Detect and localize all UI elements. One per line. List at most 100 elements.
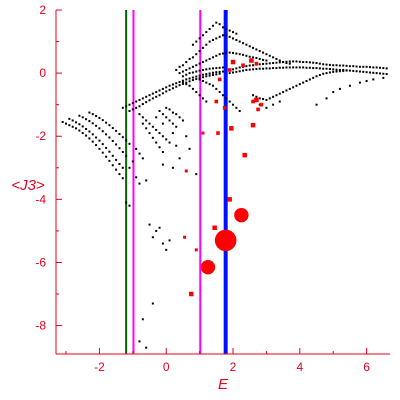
black-point: [191, 71, 194, 74]
black-point: [65, 122, 68, 125]
black-point: [155, 116, 158, 119]
black-point: [208, 74, 211, 77]
black-point: [322, 63, 325, 66]
black-point: [188, 72, 191, 75]
black-point: [191, 56, 194, 59]
red-point: [217, 77, 222, 82]
black-point: [338, 64, 341, 67]
black-point: [208, 40, 211, 43]
black-point: [238, 40, 241, 43]
black-point: [195, 91, 198, 94]
black-point: [165, 248, 168, 251]
black-point: [135, 147, 138, 150]
black-point: [115, 158, 118, 161]
black-point: [148, 94, 151, 97]
black-point: [285, 66, 288, 69]
black-point: [298, 83, 301, 86]
black-point: [255, 48, 258, 51]
black-point: [292, 60, 295, 63]
black-point: [125, 154, 128, 157]
black-point: [328, 63, 331, 66]
black-point: [298, 60, 301, 63]
black-point: [128, 142, 131, 145]
black-point: [268, 67, 271, 70]
x-tick-label: 4: [296, 360, 303, 374]
red-point: [229, 126, 234, 131]
black-point: [155, 128, 158, 131]
black-point: [258, 67, 261, 70]
black-point: [181, 81, 184, 84]
black-point: [205, 31, 208, 34]
black-point: [278, 100, 281, 103]
black-point: [158, 146, 161, 149]
red-point: [184, 169, 188, 173]
y-tick-label: 2: [39, 3, 46, 17]
black-point: [211, 84, 214, 87]
black-point: [178, 116, 181, 119]
x-tick-label: 0: [163, 360, 170, 374]
black-point: [272, 95, 275, 98]
black-point: [168, 88, 171, 91]
red-point: [250, 122, 256, 128]
black-point: [101, 119, 104, 122]
black-point: [222, 26, 224, 29]
black-point: [171, 87, 174, 90]
black-point: [348, 65, 351, 68]
black-point: [75, 121, 78, 124]
black-point: [195, 173, 198, 176]
black-point: [382, 67, 385, 70]
red-point: [254, 97, 259, 103]
black-point: [201, 73, 204, 76]
black-point: [121, 177, 124, 180]
black-point: [151, 125, 154, 128]
black-point: [205, 81, 208, 84]
red-point: [241, 63, 245, 68]
black-point: [275, 61, 278, 64]
black-point: [228, 100, 231, 103]
black-point: [95, 136, 98, 139]
black-point: [198, 78, 201, 81]
black-point: [198, 77, 201, 80]
y-tick-label: -4: [35, 192, 46, 206]
black-point: [365, 65, 368, 68]
black-point: [61, 121, 64, 124]
black-point: [85, 127, 88, 130]
black-point: [135, 176, 138, 179]
black-point: [168, 119, 171, 122]
black-point: [225, 27, 228, 30]
red-point: [234, 207, 249, 223]
black-point: [252, 64, 255, 67]
black-point: [248, 68, 251, 71]
black-point: [71, 125, 74, 128]
red-point: [254, 61, 259, 66]
black-point: [125, 105, 128, 108]
black-point: [158, 132, 161, 135]
black-point: [312, 67, 315, 70]
black-point: [185, 81, 188, 84]
black-point: [245, 54, 248, 57]
black-point: [232, 37, 235, 40]
black-point: [98, 139, 101, 142]
black-point: [195, 40, 198, 43]
black-point: [198, 37, 201, 40]
black-point: [195, 75, 198, 78]
black-point: [115, 143, 118, 146]
black-point: [205, 59, 208, 62]
black-point: [121, 151, 124, 154]
black-point: [228, 51, 231, 54]
black-point: [315, 75, 318, 78]
black-point: [161, 87, 164, 90]
black-point: [275, 67, 278, 70]
black-point: [252, 56, 255, 59]
black-point: [165, 138, 168, 141]
black-point: [145, 95, 148, 98]
black-point: [128, 109, 131, 112]
black-point: [195, 78, 198, 81]
black-point: [185, 68, 188, 71]
black-point: [222, 94, 224, 97]
black-point: [175, 82, 178, 85]
black-point: [378, 72, 381, 75]
black-point: [211, 71, 214, 74]
black-point: [148, 223, 151, 226]
black-point: [252, 94, 255, 97]
